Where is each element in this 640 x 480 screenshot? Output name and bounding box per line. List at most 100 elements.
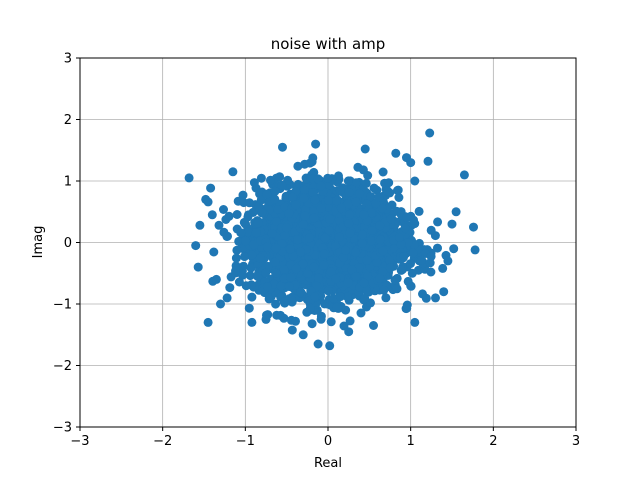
- scatter-point: [291, 316, 300, 326]
- scatter-point: [396, 239, 406, 249]
- scatter-point: [351, 272, 361, 281]
- scatter-point: [367, 236, 377, 246]
- scatter-point: [378, 167, 388, 177]
- scatter-point: [231, 253, 241, 263]
- scatter-point: [343, 278, 353, 288]
- scatter-point: [300, 159, 310, 169]
- scatter-point: [251, 228, 261, 238]
- scatter-point: [293, 161, 303, 171]
- scatter-point: [341, 245, 350, 255]
- scatter-point: [214, 220, 224, 230]
- scatter-point: [257, 208, 267, 218]
- scatter-point: [358, 165, 368, 175]
- scatter-point: [396, 265, 406, 275]
- scatter-point: [449, 244, 459, 254]
- scatter-point: [262, 242, 272, 252]
- scatter-point: [236, 228, 246, 238]
- scatter-point: [338, 252, 348, 262]
- scatter-point: [298, 220, 308, 229]
- scatter-point: [407, 268, 417, 278]
- scatter-point: [278, 247, 288, 257]
- y-axis-ticks: −3 −2 −1 0 1 2 3: [53, 52, 80, 436]
- scatter-point: [359, 210, 369, 220]
- scatter-point: [355, 189, 365, 199]
- x-tick-label: 3: [572, 434, 580, 449]
- scatter-point: [243, 212, 253, 222]
- scatter-point: [421, 293, 431, 303]
- scatter-point: [219, 227, 229, 237]
- scatter-point: [288, 192, 297, 202]
- scatter-point: [231, 266, 240, 276]
- scatter-point: [325, 341, 335, 351]
- scatter-point: [395, 232, 404, 242]
- scatter-point: [406, 158, 416, 168]
- scatter-point: [425, 128, 435, 138]
- scatter-point: [410, 317, 420, 327]
- scatter-point: [271, 243, 281, 253]
- scatter-point: [361, 178, 371, 188]
- scatter-point: [393, 186, 402, 195]
- scatter-point: [367, 208, 376, 218]
- y-tick-label: −1: [53, 298, 72, 313]
- scatter-point: [225, 283, 235, 293]
- scatter-point: [386, 214, 396, 224]
- scatter-point: [234, 277, 244, 287]
- scatter-point: [394, 193, 404, 202]
- scatter-point: [414, 206, 424, 216]
- scatter-point: [375, 235, 385, 245]
- scatter-point: [296, 287, 306, 297]
- x-axis-label: Real: [314, 456, 342, 471]
- scatter-point: [377, 203, 387, 213]
- scatter-point: [305, 303, 315, 313]
- scatter-point: [323, 173, 333, 183]
- y-tick-label: −2: [53, 359, 72, 374]
- scatter-point: [360, 294, 370, 304]
- scatter-point: [271, 268, 281, 278]
- scatter-point: [288, 293, 298, 303]
- scatter-point: [280, 230, 290, 240]
- scatter-point: [285, 244, 295, 254]
- scatter-point: [426, 267, 436, 277]
- scatter-point: [246, 263, 256, 273]
- scatter-point: [245, 198, 254, 208]
- scatter-point: [402, 212, 412, 222]
- scatter-point: [325, 214, 335, 224]
- scatter-point: [362, 255, 372, 265]
- scatter-point: [245, 271, 255, 281]
- scatter-point: [219, 205, 228, 214]
- scatter-point: [256, 195, 266, 205]
- scatter-point: [270, 194, 280, 204]
- scatter-point: [400, 223, 410, 233]
- scatter-point: [374, 192, 384, 202]
- scatter-point: [299, 193, 309, 203]
- scatter-point: [314, 273, 323, 283]
- scatter-point: [366, 192, 376, 202]
- scatter-point: [298, 330, 308, 340]
- scatter-point: [272, 217, 281, 227]
- scatter-point: [451, 207, 461, 217]
- scatter-point: [375, 273, 385, 283]
- scatter-point: [359, 278, 369, 288]
- scatter-point: [307, 319, 317, 329]
- scatter-point: [291, 200, 301, 210]
- scatter-point: [247, 292, 257, 302]
- scatter-point: [281, 223, 291, 233]
- scatter-point: [309, 213, 319, 223]
- scatter-point: [319, 249, 329, 259]
- scatter-point: [402, 300, 412, 310]
- scatter-point: [305, 233, 314, 243]
- scatter-point: [207, 210, 217, 220]
- scatter-point: [326, 317, 336, 327]
- scatter-point: [249, 178, 259, 188]
- scatter-point: [335, 186, 345, 195]
- scatter-point: [459, 170, 469, 180]
- scatter-point: [310, 195, 320, 205]
- scatter-point: [193, 262, 203, 272]
- x-tick-label: −2: [153, 434, 172, 449]
- scatter-point: [344, 219, 354, 228]
- scatter-point: [255, 253, 265, 263]
- scatter-point: [288, 251, 298, 261]
- scatter-point: [266, 175, 275, 185]
- scatter-point: [296, 247, 306, 257]
